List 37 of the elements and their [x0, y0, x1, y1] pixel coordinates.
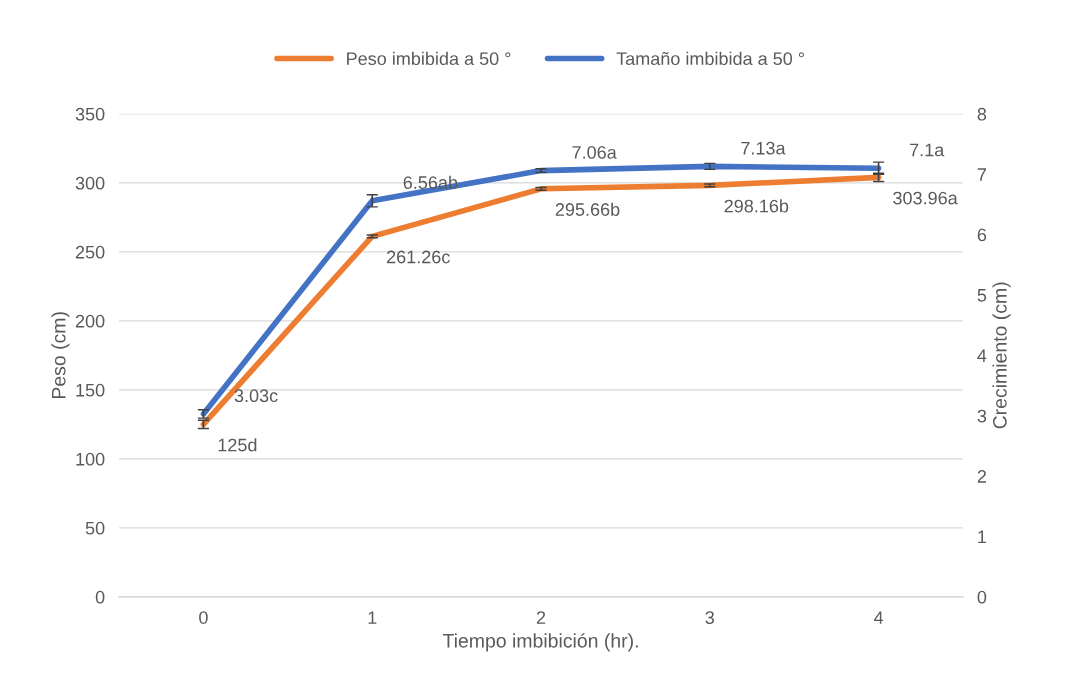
- data-label: 298.16b: [724, 199, 789, 213]
- data-label: 295.66b: [555, 202, 620, 216]
- y-tick-label: 300: [75, 176, 105, 190]
- data-label: 7.13a: [741, 141, 786, 155]
- y-tick-label: 150: [76, 383, 105, 397]
- x-tick-label: 2: [536, 611, 546, 624]
- y-tick-label: 200: [75, 314, 105, 328]
- data-label: 125d: [218, 438, 257, 452]
- y2-tick-label: 5: [977, 289, 987, 302]
- y-tick-label: 250: [75, 245, 105, 259]
- x-tick-label: 0: [199, 611, 208, 624]
- y2-tick-label: 2: [977, 470, 986, 483]
- data-label: 7.1a: [910, 143, 945, 157]
- data-label: 303.96a: [893, 191, 958, 205]
- y-tick-label: 100: [76, 452, 105, 466]
- y2-tick-label: 7: [977, 168, 986, 181]
- x-tick-label: 3: [705, 611, 715, 624]
- y2-axis-title: Crecimiento (cm): [992, 282, 1011, 429]
- y-tick-label: 50: [85, 521, 105, 535]
- x-tick-label: 4: [873, 611, 884, 624]
- y2-tick-label: 8: [977, 107, 987, 121]
- data-label: 3.03c: [234, 389, 278, 403]
- y-tick-label: 0: [95, 590, 105, 604]
- x-axis-title: Tiempo imbibición (hr).: [442, 633, 638, 652]
- legend-label: Peso imbibida a 50 °: [347, 51, 511, 66]
- legend-label: Tamaño imbibida a 50 °: [616, 51, 804, 66]
- y-axis-title: Peso (cm): [51, 312, 70, 399]
- y2-tick-label: 3: [977, 409, 987, 423]
- y2-tick-label: 6: [977, 228, 987, 242]
- data-label: 261.26c: [387, 250, 450, 264]
- data-label: 7.06a: [572, 146, 617, 159]
- y-tick-label: 350: [75, 107, 105, 121]
- y2-tick-label: 0: [977, 590, 987, 604]
- x-tick-label: 1: [368, 611, 377, 624]
- y2-tick-label: 1: [978, 530, 987, 544]
- y2-tick-label: 4: [977, 349, 987, 362]
- data-label: 6.56ab: [403, 175, 458, 189]
